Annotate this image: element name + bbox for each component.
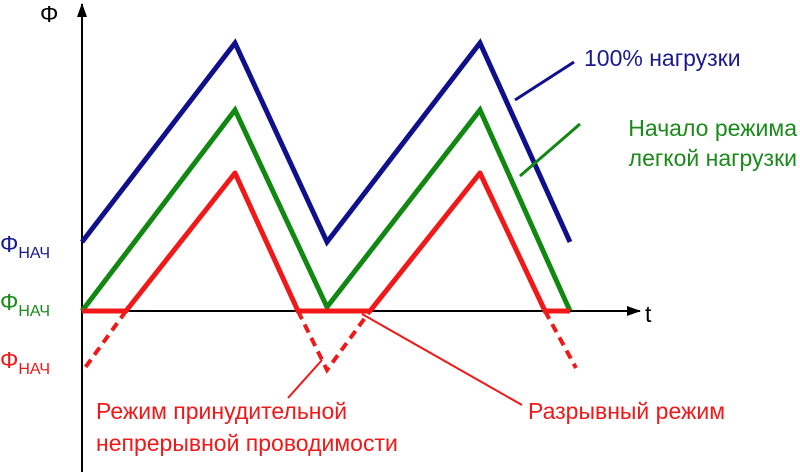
level-symbol: Φ	[0, 289, 18, 315]
level-subscript: НАЧ	[18, 303, 50, 320]
full-load-curve	[80, 38, 573, 247]
light-load-curve	[80, 105, 573, 313]
level-symbol: Φ	[0, 231, 18, 257]
forced-continuous-dashes	[80, 309, 578, 374]
y-axis-label: Φ	[40, 1, 58, 27]
discontinuous-curve	[82, 170, 570, 314]
annotation: Разрывный режим	[528, 398, 725, 424]
annotation: непрерывной проводимости	[96, 430, 398, 456]
level-label: ΦНАЧ	[0, 289, 50, 320]
pointer	[361, 313, 523, 406]
annotation: Начало режима	[628, 115, 797, 141]
pointer	[287, 359, 323, 399]
pointer	[514, 60, 575, 102]
annotation: легкой нагрузки	[629, 145, 797, 171]
annotation: Режим принудительной	[96, 398, 347, 424]
x-axis-label: t	[645, 301, 652, 327]
level-symbol: Φ	[0, 347, 18, 373]
pointer	[519, 122, 581, 178]
level-subscript: НАЧ	[18, 361, 50, 378]
level-subscript: НАЧ	[18, 245, 50, 262]
level-label: ΦНАЧ	[0, 347, 50, 378]
annotation: 100% нагрузки	[584, 45, 741, 71]
level-label: ΦНАЧ	[0, 231, 50, 262]
